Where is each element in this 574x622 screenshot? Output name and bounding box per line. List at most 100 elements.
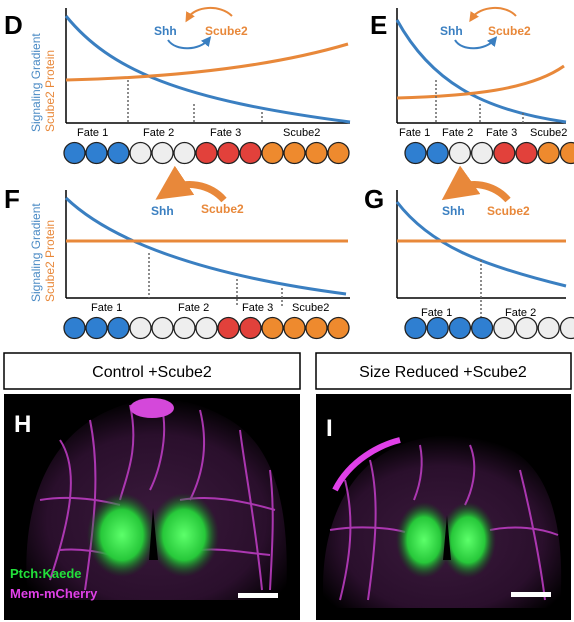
cell-red: [493, 141, 516, 165]
condition-title: Control +Scube2: [92, 364, 212, 381]
fate-label: Fate 2: [143, 127, 174, 139]
cell-blue: [107, 316, 130, 340]
legend-kaede: Ptch:Kaede: [10, 566, 82, 581]
cell-red: [239, 141, 262, 165]
cell-orange: [537, 141, 560, 165]
roof-plate-signal: [130, 398, 174, 418]
cell-blue: [426, 141, 449, 165]
cell-white: [515, 316, 538, 340]
shh-gradient-curve: [395, 201, 567, 288]
fate-label: Scube2: [292, 302, 329, 314]
cell-red: [217, 141, 240, 165]
scube2-to-shh-arrow: [185, 7, 233, 23]
cell-orange: [261, 141, 284, 165]
cell-white: [448, 141, 472, 165]
fate-label: Fate 1: [421, 307, 452, 319]
panel-letter: H: [14, 411, 31, 438]
cell-orange: [327, 141, 350, 165]
cell-white: [151, 141, 174, 165]
cell-white: [537, 316, 560, 340]
scale-bar: [238, 593, 278, 598]
cell-white: [151, 316, 174, 340]
cell-orange: [327, 316, 350, 340]
cell-blue: [63, 316, 86, 340]
cell-blue: [107, 141, 130, 165]
cell-red: [515, 141, 538, 165]
panel-g: G Shh Scube2 Fate 1 Fate 2: [364, 165, 574, 340]
fate-label: Fate 2: [442, 127, 473, 139]
cell-blue: [448, 316, 472, 340]
scube2-label: Scube2: [488, 24, 531, 38]
y-axis-label-protein: Scube2 Protein: [43, 50, 57, 132]
cell-white: [195, 316, 218, 340]
condition-title: Size Reduced +Scube2: [359, 364, 527, 381]
scube2-protein-curve: [65, 42, 349, 82]
cell-white: [173, 316, 196, 340]
condition-box: [315, 352, 572, 390]
fate-label: Scube2: [530, 127, 567, 139]
y-axis-label-protein: Scube2 Protein: [43, 220, 57, 302]
shh-gradient-curve: [64, 196, 347, 296]
cell-blue: [85, 316, 108, 340]
panel-d: D Signaling Gradient Scube2 Protein Shh …: [4, 7, 351, 165]
cell-white: [173, 141, 196, 165]
scube2-protein-curve: [396, 64, 565, 100]
panel-h: Control +Scube2 H Ptch:Kaede Mem-mCherry: [3, 352, 301, 620]
panel-letter: D: [4, 10, 23, 40]
panel-letter: I: [326, 415, 333, 442]
cell-orange: [305, 141, 328, 165]
fate-label: Scube2: [283, 127, 320, 139]
cell-row: [63, 141, 350, 165]
legend-mcherry: Mem-mCherry: [10, 586, 98, 601]
cell-blue: [426, 316, 449, 340]
panel-f: F Signaling Gradient Scube2 Protein Shh …: [4, 165, 350, 340]
kaede-signal-left: [396, 502, 452, 578]
fate-label: Fate 1: [399, 127, 430, 139]
scube2-label: Scube2: [201, 202, 244, 216]
panel-letter: E: [370, 10, 387, 40]
cell-orange: [261, 316, 284, 340]
kaede-signal-right: [440, 502, 496, 578]
fate-label: Fate 1: [77, 127, 108, 139]
fate-label: Fate 3: [242, 302, 273, 314]
cell-row: [63, 316, 350, 340]
fate-label: Fate 1: [91, 302, 122, 314]
shh-gradient-curve: [64, 15, 351, 124]
cell-red: [217, 316, 240, 340]
shh-to-scube2-arrow: [167, 36, 212, 50]
cell-blue: [470, 316, 494, 340]
scube2-to-shh-arrow: [155, 165, 227, 203]
fate-label: Fate 3: [486, 127, 517, 139]
cell-white: [470, 141, 494, 165]
fate-label: Fate 2: [178, 302, 209, 314]
shh-gradient-curve: [395, 19, 567, 124]
y-axis-label-gradient: Signaling Gradient: [29, 203, 43, 302]
panel-e: E Shh Scube2 Fate 1 Fate 2 Fate 3 Scube2: [370, 7, 574, 165]
bright-membrane-signal: [332, 437, 401, 492]
shh-label: Shh: [442, 204, 465, 218]
scube2-to-shh-arrow: [441, 165, 511, 203]
cell-orange: [283, 316, 306, 340]
cell-red: [195, 141, 218, 165]
panel-letter: F: [4, 184, 20, 214]
central-canal: [443, 515, 451, 560]
cell-white: [129, 316, 152, 340]
scale-bar: [511, 592, 551, 597]
cell-blue: [63, 141, 86, 165]
cell-orange: [283, 141, 306, 165]
shh-to-scube2-arrow: [454, 36, 498, 50]
fate-label: Fate 2: [505, 307, 536, 319]
condition-box: [3, 352, 301, 390]
scube2-label: Scube2: [487, 204, 530, 218]
shh-label: Shh: [154, 24, 177, 38]
cell-row: [404, 316, 574, 340]
cell-blue: [85, 141, 108, 165]
cell-orange: [305, 316, 328, 340]
cell-row: [404, 141, 574, 165]
panel-letter: G: [364, 184, 384, 214]
kaede-signal-left: [87, 493, 157, 577]
cell-white: [493, 316, 516, 340]
shh-label: Shh: [151, 204, 174, 218]
cell-red: [239, 316, 262, 340]
